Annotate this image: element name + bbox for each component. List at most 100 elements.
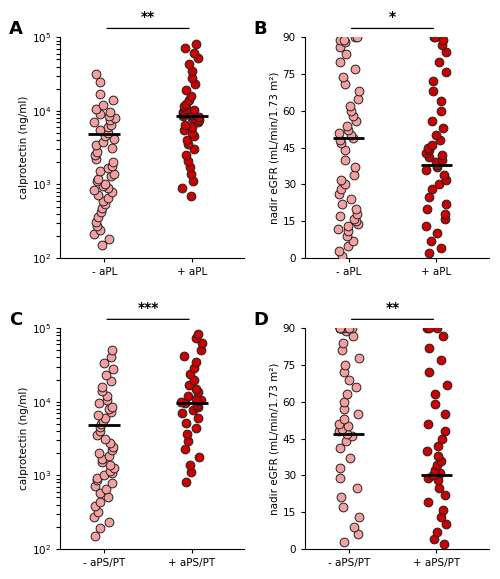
Point: [338, 424, 346, 433]
Point: [434, 475, 442, 485]
Point: [94, 212, 102, 222]
Point: [336, 324, 344, 333]
Point: [104, 183, 112, 192]
Point: [442, 199, 450, 208]
Point: [100, 358, 108, 367]
Point: [350, 170, 358, 179]
Point: [340, 414, 348, 423]
Point: [438, 434, 446, 443]
Point: [92, 105, 100, 114]
Point: [340, 338, 347, 347]
Point: [192, 423, 200, 433]
Point: [92, 475, 100, 485]
Point: [108, 445, 116, 455]
Point: [422, 148, 430, 157]
Point: [110, 169, 118, 178]
Point: [180, 351, 188, 361]
Point: [441, 409, 449, 419]
Point: [338, 503, 346, 512]
Point: [350, 522, 358, 532]
Point: [104, 164, 112, 173]
Point: [352, 382, 360, 391]
Point: [354, 219, 362, 228]
Point: [197, 345, 205, 354]
Point: [352, 163, 360, 172]
Point: [108, 120, 116, 129]
Point: [434, 461, 442, 470]
Point: [180, 125, 188, 134]
Point: [422, 324, 430, 333]
Point: [342, 326, 350, 335]
Point: [182, 478, 190, 487]
Point: [186, 169, 194, 178]
Point: [190, 145, 198, 154]
Point: [430, 534, 438, 544]
Point: [105, 405, 113, 414]
Point: [336, 324, 344, 333]
Point: [340, 405, 348, 414]
Point: [344, 226, 352, 236]
Point: [96, 89, 104, 98]
Point: [98, 386, 106, 395]
Point: [344, 126, 352, 135]
Point: [434, 483, 442, 492]
Point: [345, 324, 353, 333]
Point: [182, 151, 190, 160]
Point: [336, 324, 344, 333]
Point: [90, 512, 98, 522]
Point: [98, 455, 106, 464]
Point: [106, 460, 114, 470]
Y-axis label: calprotectin (ng/ml): calprotectin (ng/ml): [19, 387, 29, 490]
Point: [183, 135, 191, 145]
Point: [194, 330, 202, 339]
Text: *: *: [389, 10, 396, 24]
Point: [432, 390, 440, 399]
Point: [340, 368, 348, 377]
Point: [439, 331, 447, 340]
Point: [178, 398, 186, 407]
Point: [108, 478, 116, 488]
Point: [98, 458, 106, 467]
Point: [94, 473, 102, 482]
Point: [96, 167, 104, 176]
Point: [344, 221, 352, 230]
Point: [436, 96, 444, 105]
Point: [96, 497, 104, 506]
Point: [106, 115, 114, 124]
Point: [186, 191, 194, 200]
Point: [190, 375, 198, 384]
Point: [189, 405, 197, 415]
Point: [348, 431, 356, 441]
Point: [342, 50, 350, 59]
Point: [346, 453, 354, 463]
Point: [194, 402, 202, 412]
Point: [98, 181, 106, 190]
Point: [182, 99, 190, 108]
Point: [355, 512, 363, 522]
Point: [94, 507, 102, 516]
Point: [94, 174, 102, 183]
Point: [108, 161, 116, 170]
Point: [436, 135, 444, 145]
Point: [336, 138, 344, 147]
Point: [188, 129, 196, 138]
Point: [442, 520, 450, 529]
Text: **: **: [141, 10, 155, 24]
Point: [341, 179, 349, 189]
Point: [423, 446, 431, 456]
Point: [194, 118, 202, 127]
Point: [355, 87, 363, 96]
Point: [434, 179, 442, 189]
Point: [190, 131, 198, 141]
Point: [98, 240, 106, 250]
Point: [181, 43, 189, 52]
Point: [343, 429, 351, 438]
Point: [353, 32, 361, 42]
Point: [96, 77, 104, 86]
Point: [422, 204, 430, 214]
Point: [96, 449, 104, 458]
Point: [432, 157, 440, 167]
Point: [110, 113, 118, 123]
Point: [347, 106, 355, 115]
Point: [345, 375, 353, 384]
